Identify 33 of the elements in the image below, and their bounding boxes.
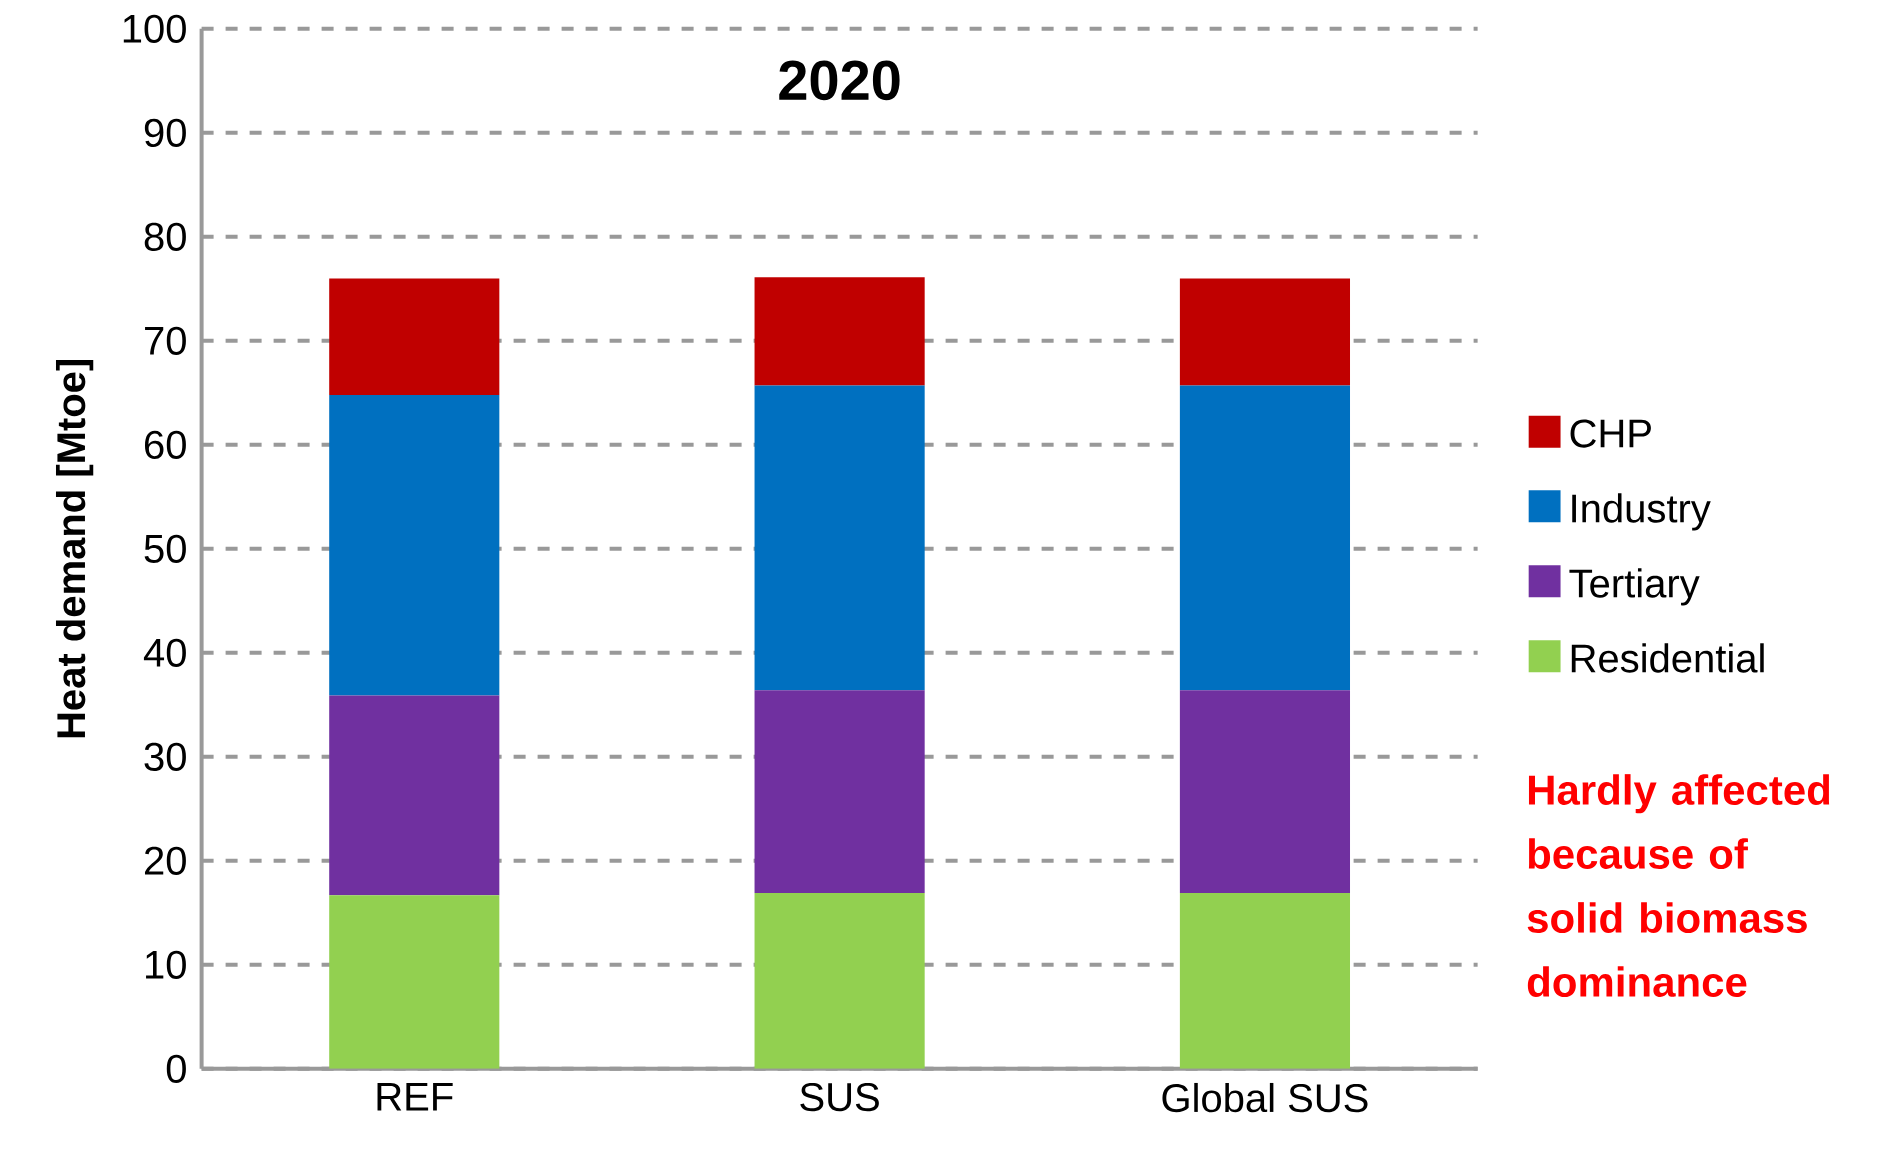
bar [329,695,500,896]
y-tick-label: 20 [144,846,186,875]
bar [754,690,925,894]
legend-label: Tertiary [1569,568,1700,606]
y-tick-label: 80 [144,222,186,251]
bar [329,895,500,1069]
x-tick-label: Global SUS [1162,1082,1368,1113]
y-tick-label: 60 [144,430,186,459]
text: Hardly affected because of solid biomass dominance [1527,774,1830,998]
bar [754,385,925,691]
y-tick-label: 0 [166,1054,186,1083]
y-tick-label: 70 [145,326,186,355]
chart-title: 2020 [779,60,900,101]
y-tick-label: 90 [144,118,186,147]
legend-label: Industry [1572,493,1711,531]
x-tick-label: REF [377,1082,453,1111]
y-tick-label: 50 [144,534,186,563]
legend-label: CHP [1570,419,1651,448]
x-tick-label: SUS [800,1082,879,1112]
y-tick-label: 100 [123,14,186,43]
y-axis-title: Heat demand [Mtoe] [55,359,94,738]
bar [329,278,500,395]
bar [1179,278,1351,386]
bar [1179,690,1351,894]
legend-label: Residential [1571,643,1764,673]
bar [329,394,500,696]
y-tick-label: 40 [143,638,186,667]
bar [1179,893,1351,1069]
y-tick-label: 30 [144,742,186,771]
bar [1179,385,1351,691]
bar [754,893,925,1069]
y-tick-label: 10 [146,950,186,979]
bar [754,277,925,386]
